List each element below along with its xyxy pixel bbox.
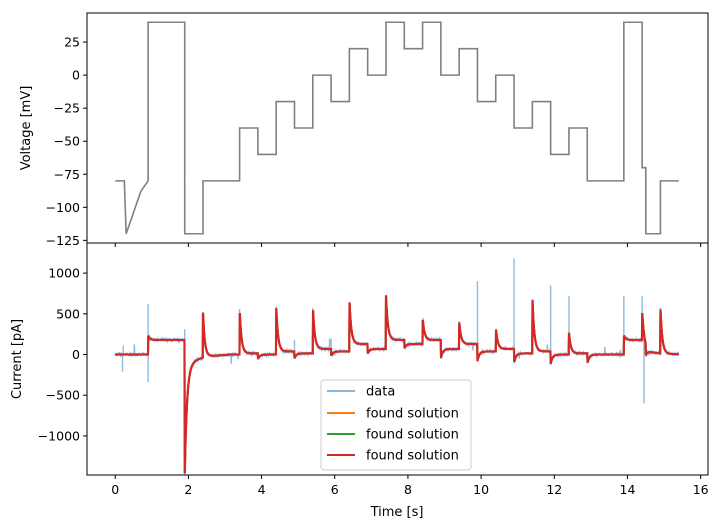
solution-trace-red [115,295,679,474]
current-x-tick-label: 16 [693,482,709,497]
legend-label-green: found solution [366,428,459,443]
voltage-trace [115,21,679,235]
current-x-tick-label: 8 [404,482,412,497]
legend-label-data: data [366,385,395,400]
legend-entry-data: data [327,385,395,400]
legend-entry-red: found solution [327,449,459,464]
legend: data found solution found solution found… [320,379,472,471]
current-y-tick-label: 500 [56,306,80,321]
current-x-tick-label: 6 [331,482,339,497]
legend-entry-orange: found solution [327,407,459,422]
voltage-y-tick-label: 0 [72,68,80,83]
current-y-tick-label: 0 [72,347,80,362]
voltage-y-ticks: 25 0 −25 −50 −75 −100 −125 [46,35,87,248]
voltage-x-ticks [114,243,702,247]
x-axis-label: Time [s] [370,505,424,520]
current-panel: 1000 500 0 −500 −1000 0 2 4 6 8 10 12 14 16 Current … [10,242,709,520]
voltage-y-tick-label: 25 [64,35,80,50]
current-y-ticks: 1000 500 0 −500 −1000 [38,266,87,443]
voltage-y-tick-label: −25 [54,101,80,116]
current-x-tick-label: 10 [473,482,489,497]
voltage-plot-area [115,21,679,235]
current-y-tick-label: −1000 [38,428,80,443]
current-x-tick-label: 4 [258,482,266,497]
current-x-tick-label: 12 [546,482,562,497]
voltage-y-tick-label: −100 [46,200,80,215]
current-x-ticks: 0 2 4 6 8 10 12 14 16 [111,475,709,497]
voltage-y-tick-label: −75 [54,167,80,182]
voltage-y-tick-label: −125 [46,233,80,248]
legend-label-red: found solution [366,449,459,464]
current-y-tick-label: 1000 [48,266,80,281]
current-y-tick-label: −500 [46,388,80,403]
current-axes-frame [86,242,709,476]
current-x-tick-label: 0 [111,482,119,497]
current-y-axis-label: Current [pA] [10,319,25,399]
current-x-tick-label: 2 [184,482,192,497]
voltage-y-axis-label: Voltage [mV] [19,86,34,171]
legend-label-orange: found solution [366,407,459,422]
legend-box [320,379,472,471]
voltage-y-tick-label: −50 [54,134,80,149]
current-x-tick-label: 14 [620,482,636,497]
current-plot-area [114,258,680,475]
legend-entry-green: found solution [327,428,459,443]
